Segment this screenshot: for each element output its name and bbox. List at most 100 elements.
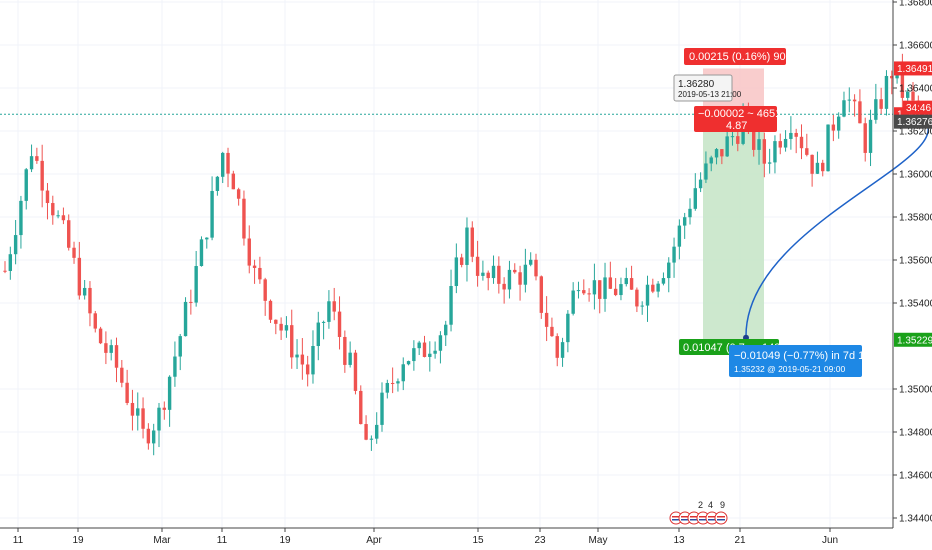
candle-body <box>667 262 671 279</box>
candle-body <box>900 68 905 98</box>
candle-body <box>268 300 273 320</box>
candle-body <box>767 162 772 164</box>
price-tag-bg <box>894 332 932 347</box>
candle-body <box>444 324 448 336</box>
candle-body <box>231 173 236 190</box>
candle-body <box>714 149 719 158</box>
price-tag-label: 1.36491 <box>897 64 932 75</box>
candle-body <box>890 75 894 79</box>
candle-body <box>316 322 320 346</box>
candle-body <box>56 215 60 217</box>
time-tick-label: 19 <box>72 535 84 546</box>
candle-body <box>544 312 549 327</box>
candle-body <box>284 325 289 331</box>
candle-body <box>836 116 841 131</box>
candle-body <box>534 259 538 277</box>
candle-body <box>762 139 767 164</box>
candle-body <box>773 141 777 163</box>
candle-body <box>141 408 145 429</box>
event-flag-stripe <box>690 519 698 521</box>
time-tick-label: 15 <box>472 535 484 546</box>
time-tick-label: 21 <box>734 535 746 546</box>
candle-body <box>847 99 851 101</box>
price-tag: 1.36276 <box>894 114 932 129</box>
candle-body <box>619 284 623 296</box>
candle-body <box>629 278 634 290</box>
candle-body <box>587 293 591 295</box>
candle-body <box>852 99 857 102</box>
candle-body <box>321 321 326 323</box>
price-tag: 34:46 <box>903 100 932 115</box>
candle-body <box>300 354 305 365</box>
candle-body <box>157 407 161 431</box>
candle-body <box>263 279 267 301</box>
candle-body <box>3 270 7 272</box>
candle-body <box>720 149 724 157</box>
candle-body <box>491 265 496 279</box>
candle-body <box>672 246 676 263</box>
candle-body <box>518 272 522 285</box>
candle-body <box>560 342 565 358</box>
price-tick-label: 1.35000 <box>899 385 932 396</box>
measure-line1: −0.01049 (−0.77%) in 7d 12h <box>734 350 877 362</box>
candle-body <box>858 101 862 124</box>
candle-body <box>279 323 283 331</box>
candle-body <box>826 124 830 172</box>
candle-body <box>258 267 262 280</box>
candle-body <box>162 407 166 410</box>
candle-body <box>598 280 602 299</box>
candle-body <box>677 225 682 247</box>
candle-body <box>704 163 708 180</box>
candle-body <box>608 277 613 289</box>
price-tag-label: 34:46 <box>906 103 931 114</box>
candle-body <box>364 424 368 440</box>
price-tick-label: 1.34800 <box>899 428 932 439</box>
candle-body <box>592 280 597 295</box>
candle-body <box>810 154 814 174</box>
candle-body <box>433 350 437 354</box>
candle-body <box>82 287 87 296</box>
time-tick-label: 11 <box>217 535 228 546</box>
candle-body <box>327 301 331 322</box>
candle-body <box>215 176 220 191</box>
candle-body <box>359 390 363 425</box>
price-tick-label: 1.35400 <box>899 299 932 310</box>
price-tick-label: 1.36800 <box>899 0 932 9</box>
candle-body <box>582 290 586 294</box>
event-flag-stripe <box>690 516 698 518</box>
candle-body <box>486 272 490 279</box>
candle-body <box>911 91 915 101</box>
candle-body <box>789 132 793 139</box>
candle-body <box>661 278 666 284</box>
candle-body <box>199 239 204 267</box>
candle-body <box>481 272 485 276</box>
candle-body <box>146 428 151 444</box>
candle-body <box>93 313 97 329</box>
candle-body <box>651 284 655 292</box>
candle-body <box>88 287 92 314</box>
price-axis: 1.36800 1.36600 1.36400 1.36200 1.36000 1.358… <box>892 0 932 528</box>
event-flag-stripe <box>672 516 680 518</box>
event-flag-stripe <box>681 519 689 521</box>
price-tick-label: 1.36200 <box>899 127 932 138</box>
candle-body <box>173 356 177 377</box>
time-tick-label: 13 <box>673 535 685 546</box>
candle-body <box>698 179 703 189</box>
candle-body <box>470 227 474 257</box>
candle-body <box>348 352 352 365</box>
candle-body <box>51 203 55 216</box>
candle-body <box>72 247 76 258</box>
candle-body <box>603 277 607 299</box>
candle-body <box>305 364 310 375</box>
candle-body <box>29 156 34 170</box>
candle-body <box>778 141 782 148</box>
candle-body <box>151 430 156 444</box>
candle-body <box>401 364 405 382</box>
candle-body <box>236 189 241 199</box>
event-flag-stripe <box>717 516 725 518</box>
candle-body <box>13 235 18 255</box>
candle-body <box>497 265 501 284</box>
price-tick-label: 1.35800 <box>899 213 932 224</box>
